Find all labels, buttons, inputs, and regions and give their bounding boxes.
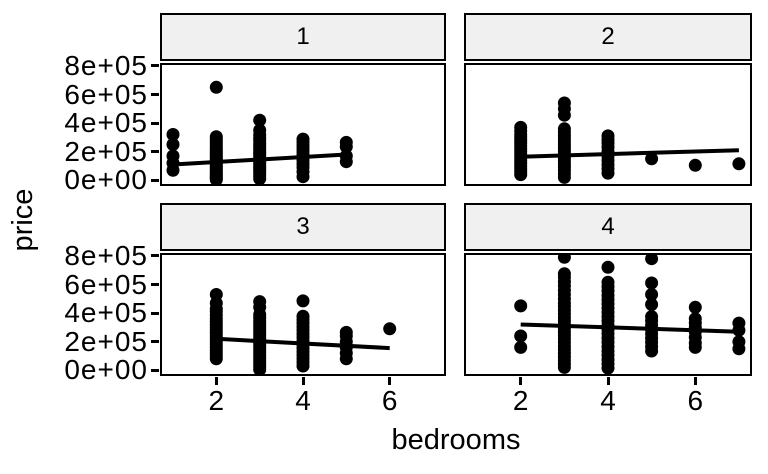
y-tick-mark	[151, 64, 159, 68]
trend-line	[520, 322, 739, 334]
trend-line	[216, 336, 390, 351]
data-point	[339, 325, 353, 339]
y-tick-label: 4e+05	[64, 297, 148, 329]
y-tick-mark	[151, 340, 159, 344]
y-tick-label: 0e+00	[64, 354, 148, 386]
data-point	[296, 309, 310, 323]
x-tick-mark	[214, 377, 218, 385]
facet-strip-3: 3	[160, 203, 446, 251]
trend-line	[172, 152, 347, 167]
facet-panel-4	[464, 253, 752, 376]
y-axis-title: price	[7, 188, 39, 252]
data-point	[253, 128, 267, 142]
data-point	[209, 130, 223, 144]
y-tick-label: 8e+05	[64, 49, 148, 81]
data-point	[601, 260, 615, 274]
data-point	[166, 149, 180, 163]
facet-label-2: 2	[601, 23, 615, 50]
y-tick-label: 2e+05	[64, 135, 148, 167]
data-point	[514, 299, 528, 313]
x-tick-mark	[301, 377, 305, 385]
y-tick-label: 4e+05	[64, 107, 148, 139]
data-point	[688, 300, 702, 314]
data-point	[296, 294, 310, 308]
data-point	[688, 340, 702, 354]
y-tick-mark	[151, 178, 159, 182]
facet-plot-area-2	[514, 96, 746, 184]
facet-panel-1	[160, 63, 446, 186]
y-tick-mark	[151, 368, 159, 372]
facet-strip-1: 1	[160, 13, 446, 61]
data-point	[732, 157, 746, 171]
facet-plot-area-1	[166, 80, 353, 184]
data-point	[166, 138, 180, 151]
data-point	[557, 255, 571, 264]
x-tick-label: 6	[687, 385, 704, 416]
data-point	[514, 120, 528, 134]
x-axis-title: bedrooms	[391, 424, 521, 456]
x-tick-mark	[519, 377, 523, 385]
y-tick-label: 6e+05	[64, 78, 148, 110]
facet-strip-2: 2	[464, 13, 752, 61]
facet-panel-3	[160, 253, 446, 376]
data-point	[514, 340, 528, 354]
data-point	[601, 129, 615, 143]
data-point	[645, 298, 659, 311]
y-tick-mark	[151, 283, 159, 286]
data-point	[601, 275, 615, 289]
data-point	[645, 288, 659, 301]
data-point	[645, 276, 659, 290]
x-tick-mark	[693, 377, 697, 385]
data-point	[557, 108, 571, 122]
data-point	[253, 308, 267, 321]
data-point	[732, 342, 746, 356]
data-point	[557, 267, 571, 281]
x-tick-mark	[606, 377, 610, 385]
y-tick-label: 6e+05	[64, 268, 148, 300]
y-tick-mark	[151, 121, 159, 125]
data-point	[645, 255, 659, 266]
x-tick-label: 2	[208, 385, 225, 416]
data-point	[383, 322, 397, 336]
facet-label-1: 1	[296, 23, 310, 50]
data-point	[514, 329, 528, 343]
y-tick-mark	[151, 311, 159, 315]
y-tick-mark	[151, 93, 159, 96]
data-point	[209, 80, 223, 94]
facet-label-3: 3	[296, 213, 310, 240]
data-point	[253, 113, 267, 127]
data-point	[339, 135, 353, 149]
y-tick-label: 2e+05	[64, 325, 148, 357]
data-point	[557, 122, 571, 136]
x-tick-mark	[388, 377, 392, 385]
x-tick-label: 4	[295, 385, 311, 416]
data-point	[296, 132, 310, 146]
x-tick-label: 4	[600, 385, 616, 416]
data-point	[688, 158, 702, 172]
facet-label-4: 4	[601, 213, 615, 240]
data-point	[209, 305, 223, 319]
data-point	[645, 152, 659, 166]
trend-line	[520, 148, 739, 159]
data-point	[166, 128, 180, 141]
facet-panel-2	[464, 63, 752, 186]
data-point	[645, 310, 659, 324]
y-tick-label: 0e+00	[64, 164, 148, 196]
y-tick-mark	[151, 254, 159, 258]
facet-plot-area-3	[209, 288, 397, 374]
x-tick-label: 2	[512, 385, 529, 416]
y-tick-label: 8e+05	[64, 239, 148, 271]
facet-strip-4: 4	[464, 203, 752, 251]
x-tick-label: 6	[381, 385, 398, 416]
facet-plot-area-4	[514, 255, 746, 374]
y-tick-mark	[151, 150, 159, 154]
